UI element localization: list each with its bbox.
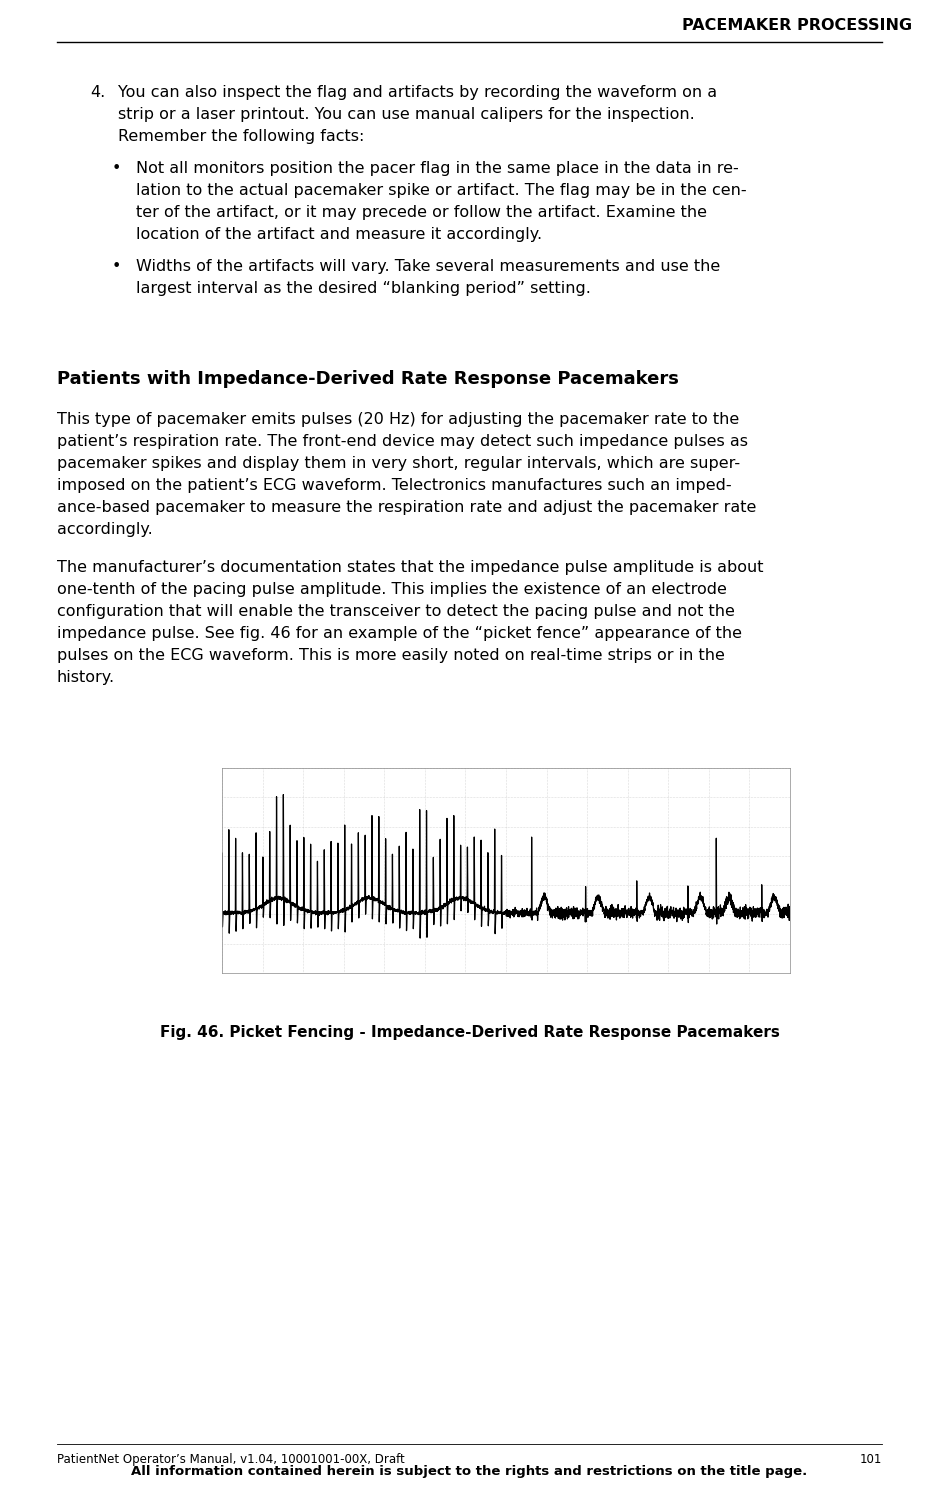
Text: strip or a laser printout. You can use manual calipers for the inspection.: strip or a laser printout. You can use m…	[118, 107, 695, 122]
Text: impedance pulse. See fig. 46 for an example of the “picket fence” appearance of : impedance pulse. See fig. 46 for an exam…	[57, 626, 742, 641]
Text: patient’s respiration rate. The front-end device may detect such impedance pulse: patient’s respiration rate. The front-en…	[57, 434, 748, 449]
Text: All information contained herein is subject to the rights and restrictions on th: All information contained herein is subj…	[131, 1466, 808, 1478]
Text: This type of pacemaker emits pulses (20 Hz) for adjusting the pacemaker rate to : This type of pacemaker emits pulses (20 …	[57, 412, 739, 427]
Text: accordingly.: accordingly.	[57, 522, 153, 537]
Text: configuration that will enable the transceiver to detect the pacing pulse and no: configuration that will enable the trans…	[57, 604, 735, 619]
Text: ter of the artifact, or it may precede or follow the artifact. Examine the: ter of the artifact, or it may precede o…	[136, 205, 707, 220]
Text: Remember the following facts:: Remember the following facts:	[118, 129, 364, 144]
Text: The manufacturer’s documentation states that the impedance pulse amplitude is ab: The manufacturer’s documentation states …	[57, 559, 763, 574]
Text: history.: history.	[57, 670, 115, 684]
Text: Patients with Impedance-Derived Rate Response Pacemakers: Patients with Impedance-Derived Rate Res…	[57, 371, 679, 388]
Text: Fig. 46. Picket Fencing - Impedance-Derived Rate Response Pacemakers: Fig. 46. Picket Fencing - Impedance-Deri…	[160, 1025, 779, 1040]
Text: lation to the actual pacemaker spike or artifact. The flag may be in the cen-: lation to the actual pacemaker spike or …	[136, 183, 747, 198]
Text: 4.: 4.	[90, 85, 105, 100]
Text: pulses on the ECG waveform. This is more easily noted on real-time strips or in : pulses on the ECG waveform. This is more…	[57, 647, 725, 664]
Text: location of the artifact and measure it accordingly.: location of the artifact and measure it …	[136, 228, 542, 243]
Text: PACEMAKER PROCESSING: PACEMAKER PROCESSING	[682, 18, 912, 33]
Text: •: •	[112, 259, 121, 274]
Text: Widths of the artifacts will vary. Take several measurements and use the: Widths of the artifacts will vary. Take …	[136, 259, 720, 274]
Text: one-tenth of the pacing pulse amplitude. This implies the existence of an electr: one-tenth of the pacing pulse amplitude.…	[57, 582, 727, 597]
Text: You can also inspect the flag and artifacts by recording the waveform on a: You can also inspect the flag and artifa…	[118, 85, 717, 100]
Text: ance-based pacemaker to measure the respiration rate and adjust the pacemaker ra: ance-based pacemaker to measure the resp…	[57, 500, 757, 515]
Text: 101: 101	[859, 1452, 882, 1466]
Text: Not all monitors position the pacer flag in the same place in the data in re-: Not all monitors position the pacer flag…	[136, 161, 739, 176]
Text: PatientNet Operator’s Manual, v1.04, 10001001-00X, Draft: PatientNet Operator’s Manual, v1.04, 100…	[57, 1452, 405, 1466]
Text: pacemaker spikes and display them in very short, regular intervals, which are su: pacemaker spikes and display them in ver…	[57, 455, 740, 472]
Text: imposed on the patient’s ECG waveform. Telectronics manufactures such an imped-: imposed on the patient’s ECG waveform. T…	[57, 478, 731, 493]
Text: •: •	[112, 161, 121, 176]
Text: largest interval as the desired “blanking period” setting.: largest interval as the desired “blankin…	[136, 281, 591, 296]
